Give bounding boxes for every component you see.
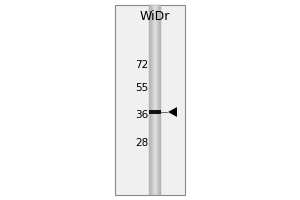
Bar <box>155 5 156 195</box>
Text: 72: 72 <box>135 60 148 70</box>
Bar <box>153 5 154 195</box>
Bar <box>160 5 161 195</box>
Bar <box>156 5 157 195</box>
Text: 28: 28 <box>135 138 148 148</box>
Text: 55: 55 <box>135 83 148 93</box>
Bar <box>152 5 153 195</box>
Bar <box>149 5 161 195</box>
Bar <box>149 110 161 114</box>
Bar <box>158 5 159 195</box>
Bar <box>159 5 160 195</box>
Bar <box>157 5 158 195</box>
Bar <box>149 5 150 195</box>
Bar <box>151 5 152 195</box>
Bar <box>115 5 185 195</box>
Polygon shape <box>168 107 177 117</box>
Bar <box>150 5 151 195</box>
Text: 36: 36 <box>135 110 148 120</box>
Bar <box>154 5 155 195</box>
Bar <box>160 5 161 195</box>
Bar <box>154 5 155 195</box>
Text: WiDr: WiDr <box>140 10 170 23</box>
